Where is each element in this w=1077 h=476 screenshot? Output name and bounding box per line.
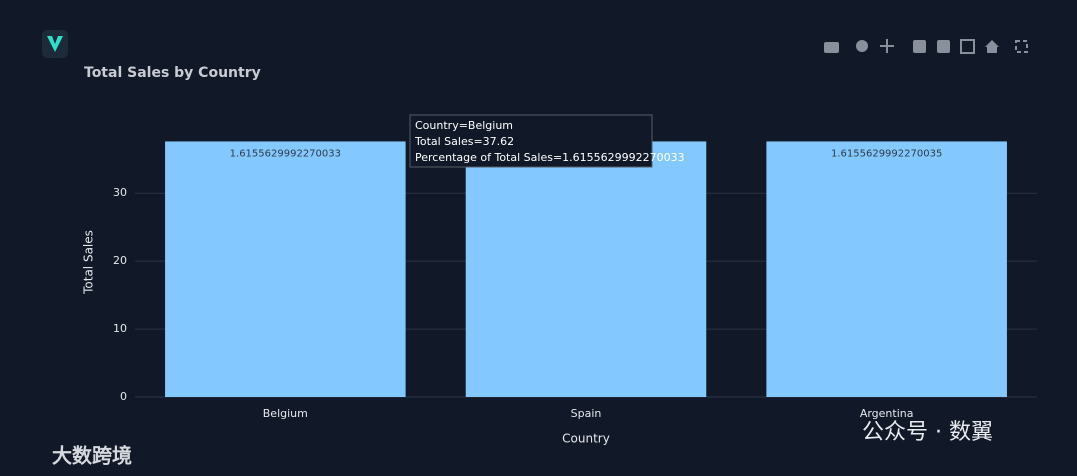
bar <box>165 141 406 397</box>
watermark: 大数跨境 <box>52 444 132 468</box>
app-logo <box>42 30 68 58</box>
bar-label: 1.6155629992270033 <box>230 148 341 159</box>
x-tick-label: Spain <box>571 407 602 420</box>
y-tick-label: 0 <box>120 390 127 403</box>
x-tick-label: Argentina <box>860 407 914 420</box>
reset-icon[interactable] <box>985 40 999 53</box>
tooltip: Country=Belgium Total Sales=37.62 Percenta… <box>409 114 685 168</box>
fullscreen-icon[interactable] <box>1015 40 1028 53</box>
watermark: 公众号 · 数翼 <box>862 420 993 445</box>
watermarks: 大数跨境 公众号 · 数翼 <box>52 420 993 468</box>
zoom-out-icon[interactable] <box>937 40 950 53</box>
bar <box>465 141 707 397</box>
camera-icon[interactable] <box>824 42 839 53</box>
tooltip-line: Total Sales=37.62 <box>414 135 514 148</box>
tooltip-line: Country=Belgium <box>415 119 513 132</box>
y-axis-title: Total Sales <box>82 230 96 295</box>
zoom-icon[interactable] <box>856 40 868 52</box>
bar <box>766 141 1007 397</box>
tooltip-line: Percentage of Total Sales=1.615562999227… <box>415 151 685 164</box>
y-tick-label: 20 <box>113 254 127 267</box>
pan-icon[interactable] <box>880 39 894 53</box>
bar-label: 1.6155629992270035 <box>831 148 942 159</box>
toolbar[interactable] <box>824 39 1028 54</box>
x-axis-title: Country <box>562 432 610 446</box>
autoscale-icon[interactable] <box>960 39 975 54</box>
y-tick-label: 10 <box>113 322 127 335</box>
plot-area: 0 10 20 30 Belgium 1.6155629992270033 Spain Arg… <box>113 141 1037 420</box>
x-tick-label: Belgium <box>263 407 308 420</box>
chart-title: Total Sales by Country <box>84 65 261 81</box>
zoom-in-icon[interactable] <box>913 40 926 53</box>
tooltip-box <box>409 114 653 168</box>
y-tick-label: 30 <box>113 186 127 199</box>
